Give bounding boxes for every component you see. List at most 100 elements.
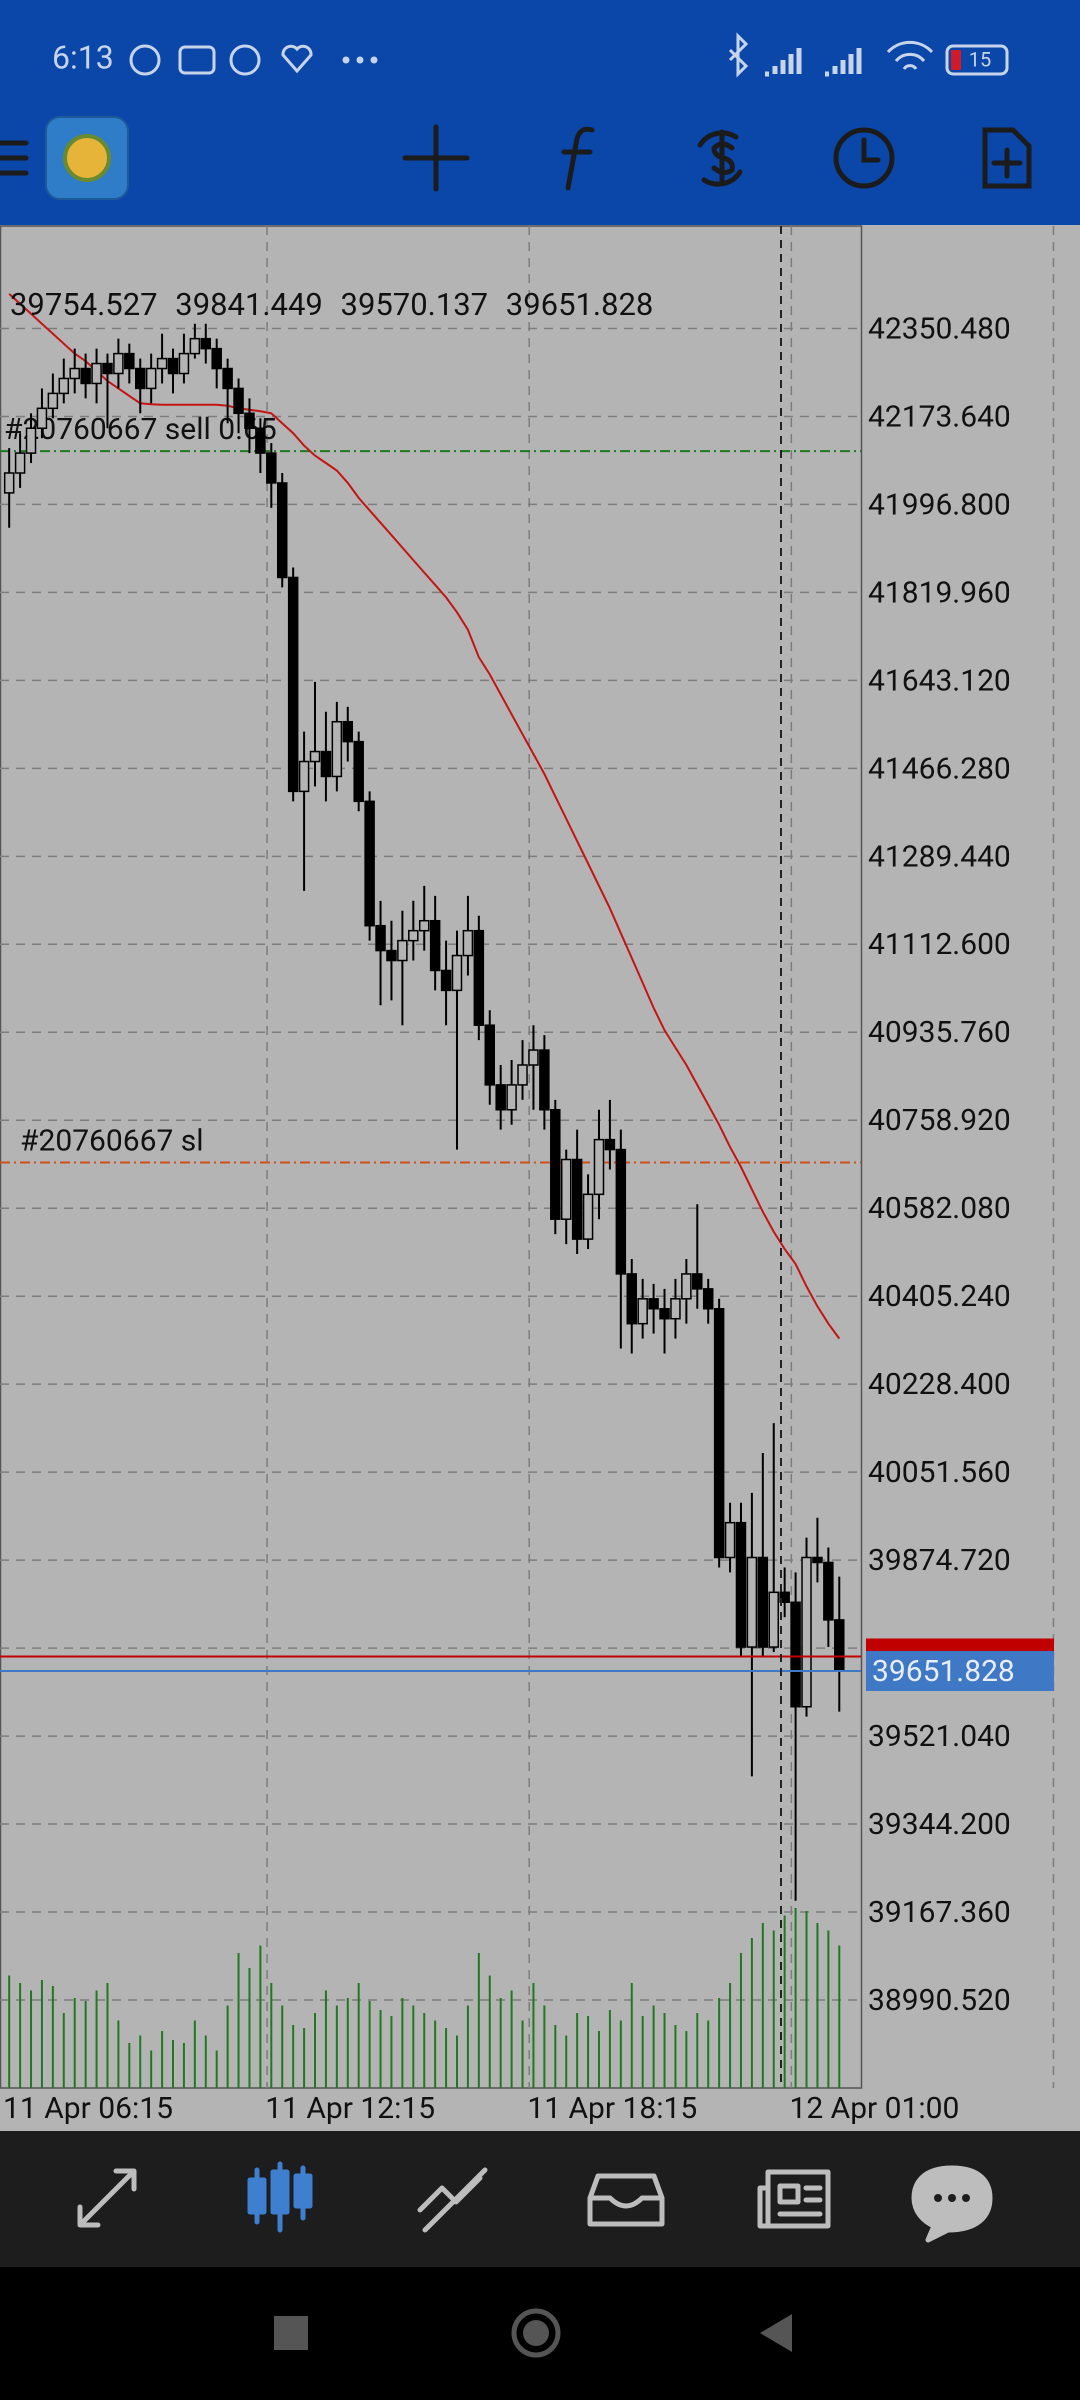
candle-body [670, 1298, 681, 1320]
trade-tab[interactable] [417, 2167, 488, 2233]
candle-body [298, 760, 310, 793]
candle-body [353, 740, 364, 803]
candle-body [637, 1298, 648, 1325]
candle-body [211, 347, 222, 370]
candle-body [604, 1138, 616, 1151]
y-tick-label: 39344.200 [868, 1807, 1011, 1842]
chat-dot [948, 2194, 956, 2202]
y-tick-label: 42350.480 [868, 311, 1011, 346]
plot-frame [0, 225, 863, 2089]
crosshair-button[interactable] [402, 124, 470, 192]
candle-body [145, 367, 157, 390]
candle-body [25, 427, 37, 454]
candle-body [429, 919, 441, 972]
menu-button[interactable] [0, 140, 29, 176]
y-tick-label: 41289.440 [868, 839, 1011, 874]
order-label: #20760667 sl [20, 1123, 204, 1158]
status-icon [229, 44, 261, 76]
candle-body [255, 427, 266, 454]
status-icon [129, 44, 161, 76]
quotes-tab[interactable] [77, 2168, 137, 2228]
candle-body [222, 367, 233, 390]
y-tick-label: 38990.520 [868, 1983, 1011, 2018]
candle-body [47, 392, 59, 410]
candle-body [178, 352, 190, 375]
candle-body [36, 407, 48, 429]
new-order-button[interactable] [982, 127, 1032, 189]
status-icons [129, 32, 1009, 78]
ohlc-open: 39754.527 [10, 286, 158, 323]
x-tick-label: 11 Apr 06:15 [3, 2091, 173, 2126]
candle-body [287, 576, 299, 793]
candle-body [648, 1298, 659, 1310]
candle-body [560, 1158, 572, 1220]
candle-body [517, 1064, 528, 1086]
candle-body [244, 412, 255, 429]
plot: #20760667 sell 0.65 #20760667 sl [0, 226, 1055, 2088]
candle-body [713, 1308, 725, 1559]
candle-body [408, 929, 419, 942]
chat-dot [934, 2194, 942, 2202]
history-tab[interactable] [587, 2173, 665, 2227]
y-tick-label: 39874.720 [868, 1543, 1011, 1578]
candle-body [681, 1273, 692, 1300]
bottom-nav [0, 2131, 1080, 2267]
candle-body [375, 924, 386, 952]
candle-body [692, 1273, 703, 1290]
candle-body [440, 969, 452, 992]
candle-body [790, 1601, 801, 1708]
candle-body [757, 1556, 769, 1648]
battery-level [951, 50, 961, 70]
symbols-button[interactable] [697, 129, 743, 187]
candle-body [801, 1556, 812, 1708]
candle-body [495, 1084, 506, 1111]
candle-body [14, 452, 26, 474]
y-tick-label: 41643.120 [868, 663, 1011, 698]
candle-body [3, 472, 15, 494]
status-icon [886, 40, 934, 70]
candle-body [134, 367, 146, 390]
candle-body [69, 367, 80, 380]
moving-average [8, 293, 841, 1340]
status-icon [370, 56, 378, 64]
candle-body [418, 919, 430, 932]
home-button[interactable] [511, 2308, 561, 2358]
chat-dot [962, 2194, 970, 2202]
chart-bg [0, 225, 1080, 2131]
candle-body [364, 800, 375, 927]
candle-body [528, 1049, 539, 1066]
candle-body [702, 1288, 714, 1310]
timeframe-button[interactable] [833, 127, 895, 189]
indicators-button[interactable] [561, 126, 595, 191]
status-icon [342, 56, 350, 64]
candle-body [834, 1619, 845, 1672]
candle-body [58, 377, 70, 395]
chart-tab[interactable] [247, 2161, 313, 2233]
battery-text: 15 [969, 47, 991, 71]
header-bg [0, 0, 1080, 225]
candle-body [812, 1556, 823, 1564]
candle-body [342, 720, 354, 743]
x-tick-label: 12 Apr 01:00 [789, 2091, 959, 2126]
chat-tab[interactable] [911, 2165, 993, 2243]
candle-body [462, 929, 474, 957]
y-tick-label: 41466.280 [868, 751, 1011, 786]
candle-body [550, 1109, 561, 1220]
recents-button[interactable] [274, 2316, 308, 2350]
battery [945, 44, 1009, 76]
y-tick-label: 40582.080 [868, 1191, 1011, 1226]
y-tick-label: 40051.560 [868, 1455, 1011, 1490]
x-tick-label: 11 Apr 12:15 [265, 2091, 435, 2126]
y-tick-label: 40935.760 [868, 1015, 1011, 1050]
candle-body [167, 357, 179, 375]
candle-body [571, 1158, 583, 1240]
y-tick-label: 40405.240 [868, 1279, 1011, 1314]
news-tab[interactable] [757, 2169, 831, 2229]
y-tick-label: 40758.920 [868, 1103, 1011, 1138]
x-tick-label: 11 Apr 18:15 [527, 2091, 697, 2126]
back-button[interactable] [760, 2314, 792, 2352]
candle-body [189, 337, 201, 355]
order-label: #20760667 sell 0.65 [4, 412, 277, 447]
